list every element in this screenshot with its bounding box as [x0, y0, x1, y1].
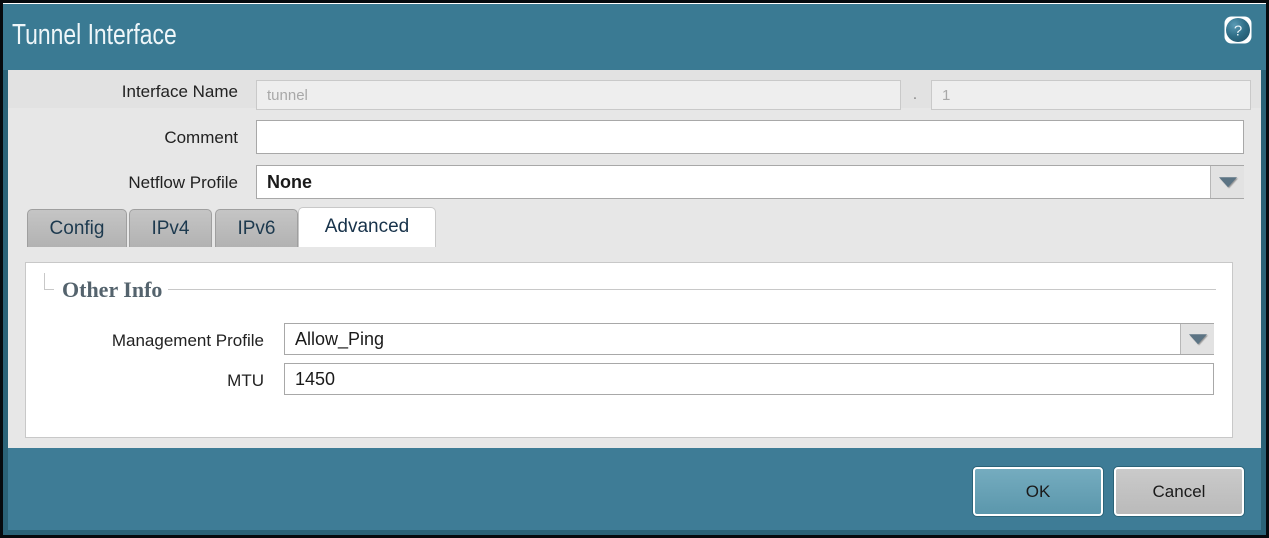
svg-text:?: ? [1234, 23, 1242, 40]
